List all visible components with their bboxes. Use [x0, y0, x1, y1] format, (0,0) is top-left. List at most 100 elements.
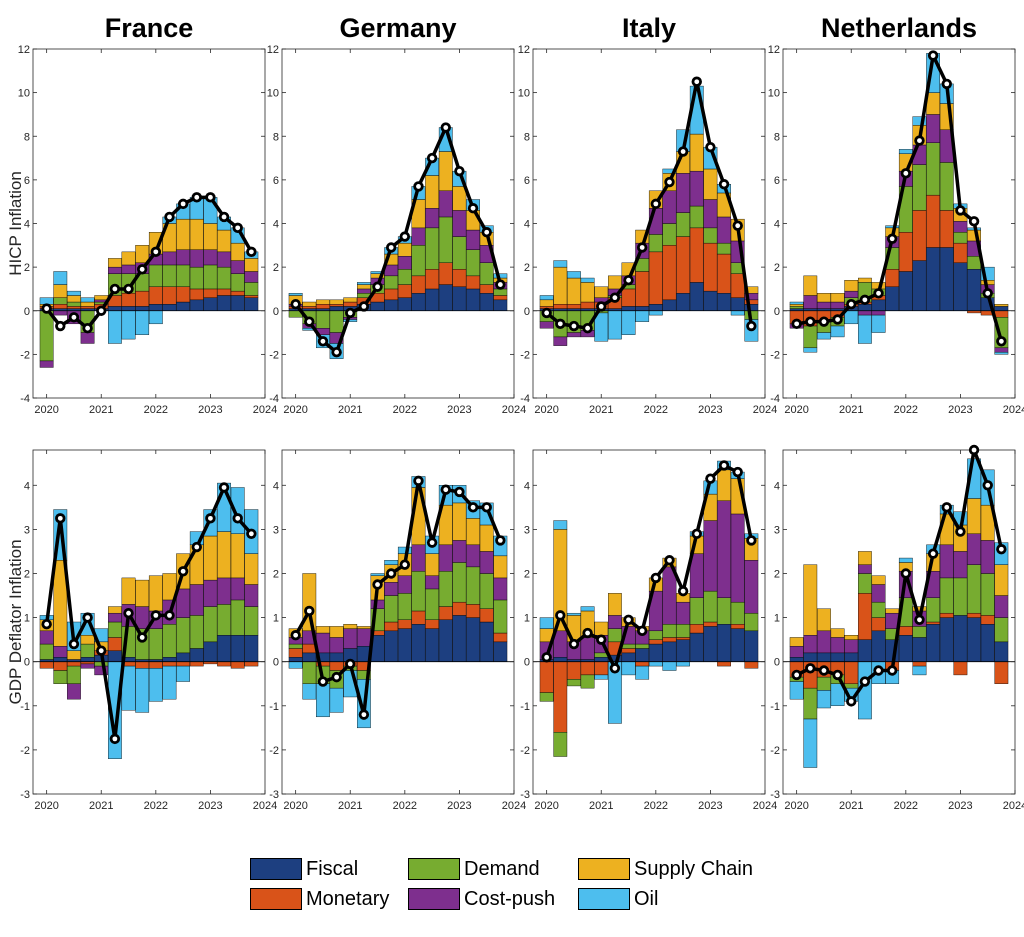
bar-oil	[162, 665, 177, 700]
observed-marker-center	[361, 712, 367, 718]
observed-marker-center	[221, 485, 227, 490]
legend-item-fiscal: Fiscal	[250, 856, 358, 882]
bar-fiscal	[635, 306, 650, 311]
y-tick-label: 1	[24, 613, 30, 625]
y-tick-label: 4	[774, 219, 780, 231]
bar-demand	[493, 288, 508, 296]
observed-marker-center	[694, 531, 700, 537]
bar-oil	[80, 297, 95, 303]
bar-fiscal	[162, 657, 177, 662]
bar-fiscal	[107, 306, 122, 311]
y-tick-label: 4	[24, 480, 30, 492]
bar-fiscal	[53, 657, 68, 662]
legend-swatch-oil	[578, 888, 630, 910]
observed-marker-center	[180, 568, 186, 574]
y-tick-label: -1	[20, 701, 30, 713]
bar-cost-push	[703, 520, 718, 592]
bar-oil	[844, 310, 859, 325]
bar-cost-push	[817, 630, 831, 654]
bar-monetary	[898, 232, 913, 272]
bar-supply-chain	[425, 175, 439, 209]
observed-marker-center	[835, 317, 840, 322]
bar-demand	[703, 227, 718, 244]
observed-marker-center	[180, 201, 186, 207]
y-tick-label: 3	[524, 524, 530, 536]
bar-fiscal	[730, 628, 745, 662]
x-tick-label: 2021	[839, 404, 863, 416]
y-tick-label: 2	[273, 262, 279, 274]
bar-fiscal	[411, 293, 426, 311]
bar-monetary	[343, 301, 358, 307]
bar-monetary	[980, 615, 995, 625]
bar-fiscal	[466, 288, 480, 311]
x-tick-label: 2023	[698, 404, 722, 416]
y-tick-label: 10	[18, 88, 30, 100]
observed-marker-center	[708, 476, 713, 482]
bar-fiscal	[689, 282, 704, 311]
bar-monetary	[580, 301, 595, 309]
y-tick-label: 8	[774, 131, 780, 143]
bar-supply-chain	[135, 579, 150, 607]
x-tick-label: 2024	[502, 404, 526, 416]
observed-marker-center	[985, 290, 991, 296]
bar-monetary	[67, 661, 81, 667]
bar-supply-chain	[203, 535, 218, 581]
bar-fiscal	[830, 652, 845, 662]
observed-marker-center	[626, 617, 631, 623]
bar-supply-chain	[329, 299, 344, 305]
legend-item-cost-push: Cost-push	[408, 886, 555, 912]
bar-monetary	[302, 643, 317, 654]
y-tick-label: 10	[768, 88, 780, 100]
y-tick-label: -3	[520, 789, 530, 801]
bar-fiscal	[397, 297, 412, 311]
observed-marker-center	[71, 641, 77, 647]
x-tick-label: 2023	[447, 800, 471, 812]
chart-panel-6: -3 -2 -1 0 1 2 3 4 2020 2021 2022 2023 2024	[269, 449, 526, 812]
observed-marker-center	[958, 529, 963, 534]
bar-supply-chain	[844, 635, 859, 640]
observed-marker-center	[807, 665, 813, 671]
bar-fiscal	[176, 301, 190, 311]
observed-marker-center	[985, 482, 991, 488]
bar-cost-push	[539, 321, 554, 329]
x-tick-label: 2021	[589, 404, 613, 416]
bar-fiscal	[939, 247, 954, 311]
x-tick-label: 2021	[89, 404, 113, 416]
observed-marker-center	[306, 319, 312, 325]
x-tick-label: 2020	[534, 800, 558, 812]
observed-marker-center	[876, 290, 881, 296]
legend-label-monetary: Monetary	[306, 887, 390, 910]
bar-supply-chain	[452, 186, 467, 211]
observed-marker-center	[153, 249, 159, 255]
bar-cost-push	[817, 301, 831, 309]
x-tick-label: 2022	[144, 800, 168, 812]
bar-demand	[717, 597, 731, 625]
y-tick-label: -3	[20, 789, 30, 801]
bar-monetary	[425, 619, 439, 629]
bar-fiscal	[288, 657, 303, 662]
bar-monetary	[689, 624, 704, 634]
x-tick-label: 2021	[89, 800, 113, 812]
observed-marker-center	[139, 266, 145, 272]
bar-cost-push	[580, 637, 595, 660]
bar-cost-push	[717, 500, 731, 598]
bar-fiscal	[898, 271, 913, 311]
y-tick-label: 12	[768, 44, 780, 56]
bar-cost-push	[67, 683, 81, 700]
observed-marker-center	[557, 612, 563, 618]
bar-monetary	[329, 304, 344, 307]
observed-marker-center	[402, 562, 408, 568]
bar-demand	[39, 310, 54, 362]
chart-title: Italy	[622, 13, 676, 43]
y-tick-label: -2	[770, 745, 780, 757]
bar-demand	[466, 249, 480, 277]
legend-item-oil: Oil	[578, 886, 658, 912]
observed-marker-center	[44, 621, 50, 627]
observed-marker-center	[248, 249, 254, 255]
bar-oil	[539, 295, 554, 301]
y-tick-label: 2	[24, 262, 30, 274]
bar-oil	[648, 310, 663, 316]
bar-supply-chain	[817, 608, 831, 632]
bar-cost-push	[744, 560, 759, 614]
